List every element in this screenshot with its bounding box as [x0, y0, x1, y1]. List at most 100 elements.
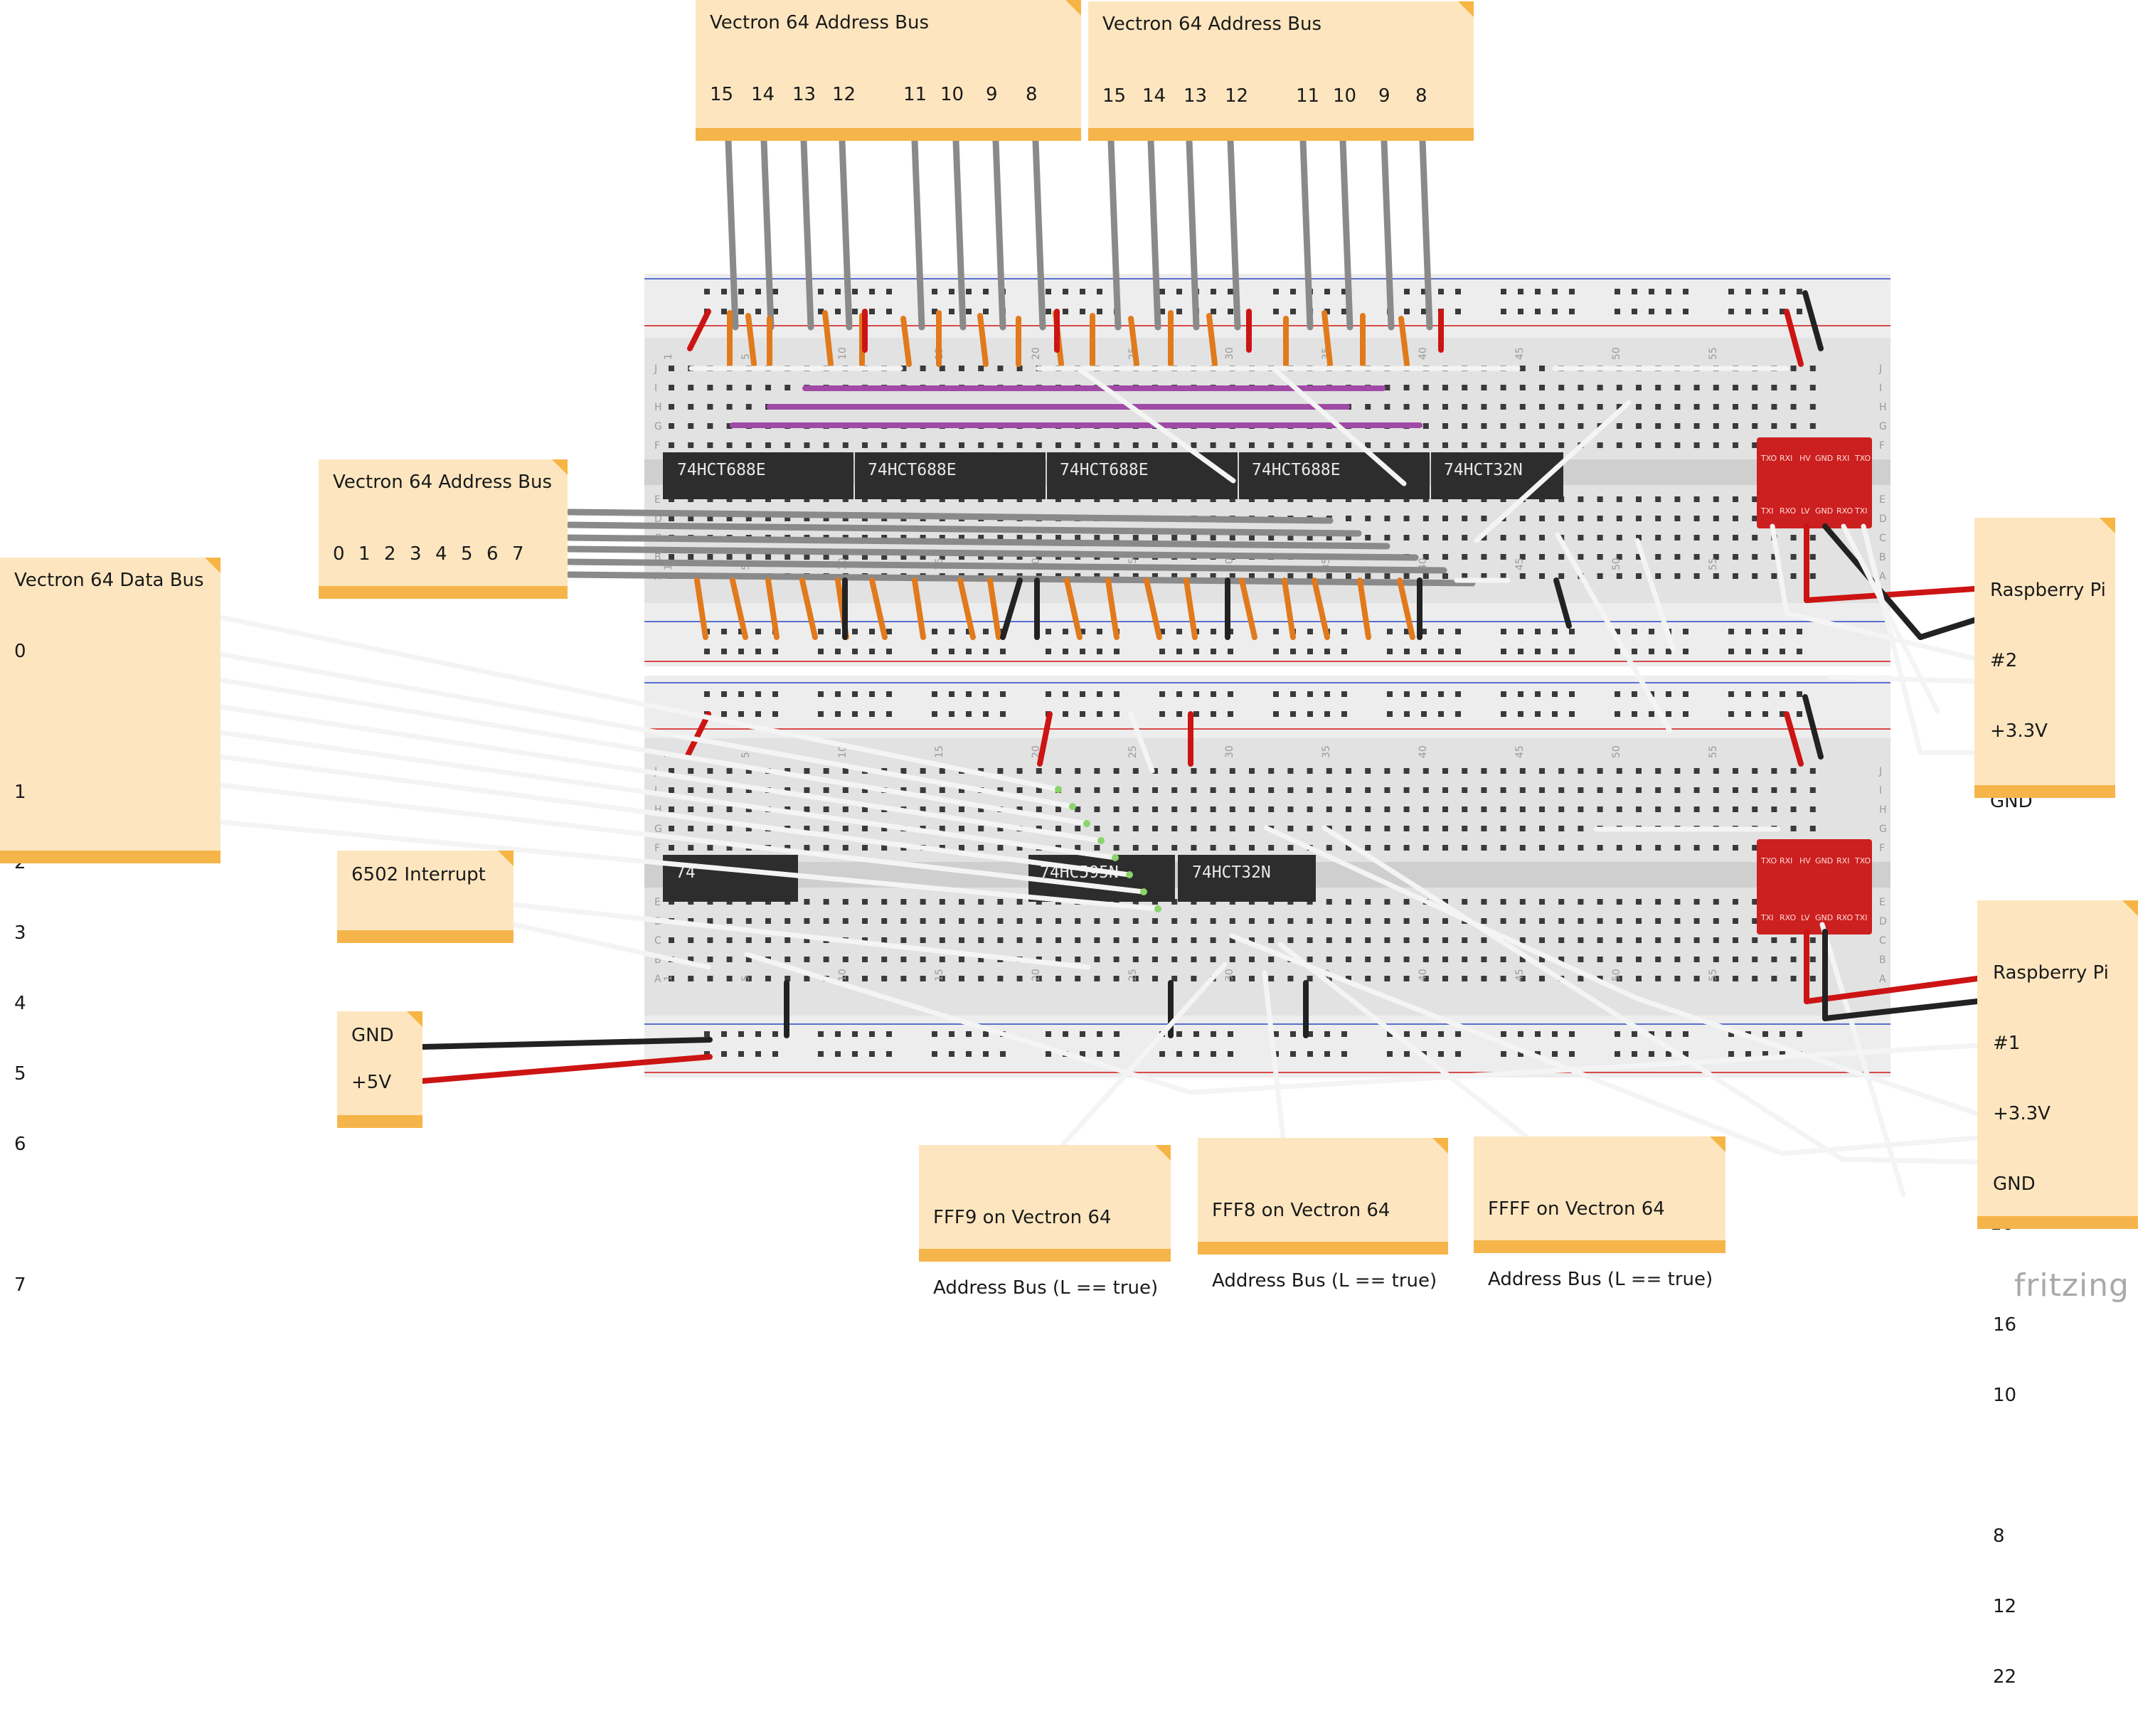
hole — [1674, 442, 1681, 448]
orange-jumper — [1064, 577, 1083, 640]
hole — [1519, 787, 1526, 793]
row-letter: I — [654, 383, 657, 394]
hole — [1539, 768, 1545, 774]
rail-hole — [1324, 1031, 1330, 1037]
shifter-pin-label: RXO — [1836, 506, 1853, 516]
hole — [726, 423, 733, 429]
hole — [1481, 516, 1487, 521]
hole — [823, 899, 829, 905]
orange-jumper — [765, 577, 780, 640]
rail-hole — [738, 629, 744, 634]
rail-hole — [1080, 1051, 1085, 1057]
data-bus-wire — [218, 677, 1090, 826]
hole — [1249, 442, 1255, 448]
hole — [1616, 787, 1622, 793]
hole — [1346, 442, 1351, 448]
rpi2-wire — [1784, 610, 1977, 661]
data-bus-line: 1 — [14, 782, 26, 803]
rail-hole — [886, 1051, 892, 1057]
hole — [1500, 385, 1506, 390]
chip-label: 74HCT688E — [677, 461, 766, 479]
hole — [1636, 768, 1642, 774]
rail-hole — [1307, 1031, 1313, 1037]
hole — [978, 535, 984, 540]
hole — [1229, 976, 1235, 981]
rail-hole — [1290, 1031, 1296, 1037]
hole — [1384, 976, 1390, 981]
orange-jumper — [1239, 577, 1257, 640]
hole — [1229, 957, 1235, 962]
hole — [1752, 976, 1758, 981]
hole — [1191, 976, 1197, 981]
hole — [1578, 768, 1584, 774]
rail-hole — [738, 1051, 744, 1057]
rail-hole — [1387, 691, 1393, 697]
black-jumper — [1000, 577, 1023, 640]
rail-hole — [1797, 309, 1802, 314]
rail-hole — [1762, 309, 1768, 314]
rail-hole — [1097, 289, 1102, 294]
chip-label: 74HCT32N — [1444, 461, 1523, 479]
hole — [1693, 957, 1700, 962]
orange-jumper — [912, 577, 926, 640]
hole — [1384, 826, 1390, 831]
rail-hole — [1273, 629, 1279, 634]
column-number: 55 — [1708, 969, 1719, 981]
hole — [1113, 937, 1119, 943]
rail-hole — [1228, 691, 1233, 697]
hole — [823, 826, 829, 831]
hole — [959, 554, 964, 560]
rail-hole — [1080, 711, 1085, 717]
white-wire — [1555, 532, 1673, 734]
hole — [1016, 899, 1023, 905]
wire-end — [1097, 837, 1105, 844]
rail-hole — [886, 309, 892, 314]
rpi2-vcc-wire — [1804, 586, 1977, 603]
hole — [1113, 442, 1119, 448]
hole — [1422, 957, 1429, 962]
rail-hole — [1000, 1051, 1006, 1057]
pin-label: 15 — [1102, 85, 1127, 107]
hole — [1016, 845, 1023, 851]
rail-hole — [1097, 1031, 1102, 1037]
row-letter: G — [654, 824, 662, 835]
hole — [745, 768, 752, 774]
chip-74hct688e-2: 74HCT688E — [855, 452, 1046, 499]
hole — [1229, 768, 1235, 774]
note-address-bus-high-b: Vectron 64 Address Bus 15 14 13 12 11 10… — [1088, 1, 1474, 141]
rpi2-line: Raspberry Pi — [1990, 580, 2106, 601]
rail-hole — [1552, 629, 1558, 634]
hole — [745, 806, 752, 812]
note-title: Vectron 64 Address Bus — [333, 472, 553, 493]
hole — [1539, 787, 1545, 793]
column-number: 40 — [1418, 745, 1429, 758]
rail-hole — [772, 711, 778, 717]
rail-hole — [1193, 711, 1199, 717]
hole — [1094, 806, 1100, 812]
hole — [1752, 957, 1758, 962]
pin-label: 11 — [1296, 85, 1320, 107]
hole — [669, 385, 674, 390]
rail-hole — [1615, 711, 1620, 717]
hole — [881, 937, 888, 943]
rail-hole — [1501, 1031, 1506, 1037]
hole — [1752, 573, 1758, 579]
hole — [1655, 937, 1661, 943]
rail-hole — [1438, 691, 1444, 697]
rail-hole — [1666, 691, 1671, 697]
hole — [1403, 826, 1410, 831]
rail-hole — [1211, 309, 1216, 314]
hole — [1771, 787, 1777, 793]
hole — [1752, 937, 1758, 943]
hole — [1249, 845, 1255, 851]
hole — [745, 957, 752, 962]
hole — [1481, 787, 1487, 793]
rail-hole — [1501, 649, 1506, 654]
hole — [1191, 787, 1197, 793]
hole — [1152, 976, 1158, 981]
hole — [1307, 535, 1313, 540]
hole — [785, 442, 791, 448]
shifter-pin-label: GND — [1815, 913, 1833, 922]
hole — [1365, 442, 1371, 448]
hole — [1597, 404, 1603, 410]
